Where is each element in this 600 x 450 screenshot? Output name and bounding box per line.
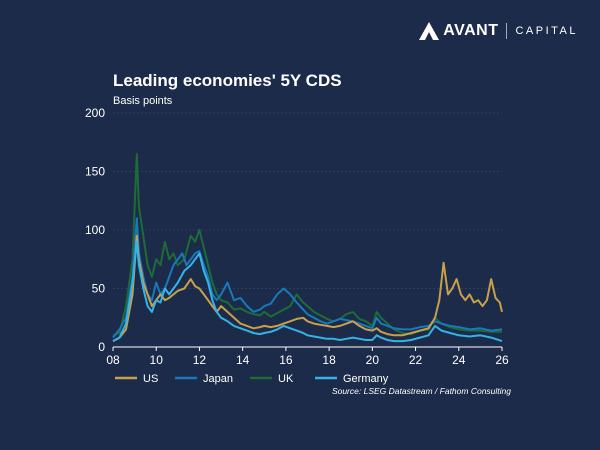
brand-name: AVANT bbox=[443, 22, 499, 39]
x-tick-label: 18 bbox=[322, 353, 336, 367]
series-line-japan bbox=[112, 217, 503, 339]
source-note: Source: LSEG Datastream / Fathom Consult… bbox=[331, 386, 511, 396]
series-line-germany bbox=[112, 240, 503, 343]
grid-lines bbox=[113, 112, 502, 289]
x-tick-label: 24 bbox=[452, 353, 466, 367]
y-tick-label: 50 bbox=[92, 282, 106, 296]
avant-a-icon bbox=[419, 22, 440, 40]
x-tick-label: 26 bbox=[495, 353, 509, 367]
series-line-uk bbox=[112, 153, 502, 337]
y-tick-label: 100 bbox=[85, 223, 105, 237]
x-tick-label: 20 bbox=[366, 353, 380, 367]
brand-divider bbox=[506, 23, 508, 39]
y-tick-label: 0 bbox=[98, 340, 105, 354]
y-tick-label: 150 bbox=[85, 165, 105, 179]
y-tick-label: 200 bbox=[85, 106, 105, 120]
legend-label-uk: UK bbox=[278, 373, 294, 385]
brand-logo: AVANT CAPITAL bbox=[419, 22, 578, 40]
legend-label-us: US bbox=[143, 373, 158, 385]
x-tick-label: 08 bbox=[106, 353, 120, 367]
chart-title: Leading economies' 5Y CDS bbox=[113, 71, 342, 90]
series-line-us bbox=[112, 234, 503, 342]
chart-subtitle: Basis points bbox=[113, 95, 173, 107]
legend-label-germany: Germany bbox=[343, 373, 389, 385]
x-tick-label: 10 bbox=[150, 353, 164, 367]
legend: US Japan UK Germany bbox=[115, 373, 389, 385]
legend-label-japan: Japan bbox=[203, 373, 233, 385]
x-tick-label: 16 bbox=[279, 353, 293, 367]
brand-suffix: CAPITAL bbox=[515, 25, 578, 37]
x-tick-label: 14 bbox=[236, 353, 250, 367]
y-axis-ticks: 0 50 100 150 200 bbox=[85, 106, 105, 354]
series-lines bbox=[112, 153, 503, 343]
x-axis: 08 10 12 14 16 18 20 22 24 26 bbox=[106, 346, 509, 367]
x-tick-label: 22 bbox=[409, 353, 423, 367]
x-tick-label: 12 bbox=[193, 353, 207, 367]
